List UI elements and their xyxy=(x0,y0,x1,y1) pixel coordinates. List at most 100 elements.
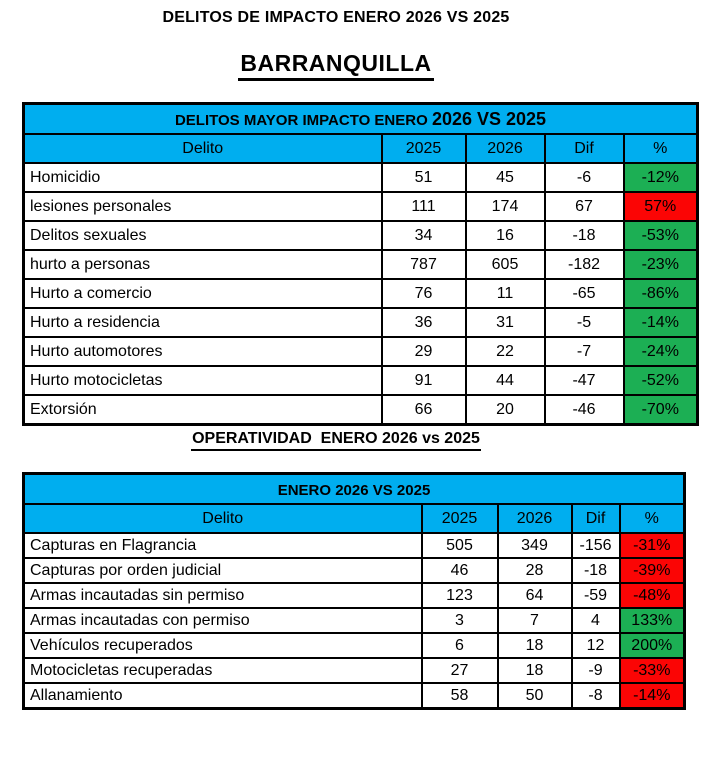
table-row: Hurto motocicletas 91 44 -47 -52% xyxy=(22,365,699,396)
value-2025-cell: 51 xyxy=(380,162,467,193)
pct-cell: -33% xyxy=(618,657,686,684)
column-header-pct: % xyxy=(622,133,699,164)
table-title-part1: DELITOS MAYOR IMPACTO ENERO xyxy=(174,111,432,129)
delito-cell: Extorsión xyxy=(22,394,383,426)
table-title-row: DELITOS MAYOR IMPACTO ENERO 2026 VS 2025 xyxy=(22,102,699,135)
table-row: Capturas en Flagrancia 505 349 -156 -31% xyxy=(22,532,686,559)
delito-cell: Homicidio xyxy=(22,162,383,193)
value-2026-cell: 28 xyxy=(496,557,573,584)
value-2026-cell: 349 xyxy=(496,532,573,559)
dif-cell: -18 xyxy=(543,220,625,251)
dif-cell: -7 xyxy=(543,336,625,367)
pct-cell: -86% xyxy=(622,278,699,309)
dif-cell: -156 xyxy=(570,532,621,559)
dif-cell: -6 xyxy=(543,162,625,193)
delitos-impacto-table: DELITOS MAYOR IMPACTO ENERO 2026 VS 2025… xyxy=(22,102,699,426)
dif-cell: -8 xyxy=(570,682,621,710)
column-header-2025: 2025 xyxy=(420,503,499,534)
table-row: Homicidio 51 45 -6 -12% xyxy=(22,162,699,193)
column-header-row: Delito 2025 2026 Dif % xyxy=(22,503,686,534)
pct-cell: -31% xyxy=(618,532,686,559)
value-2025-cell: 91 xyxy=(380,365,467,396)
delito-cell: hurto a personas xyxy=(22,249,383,280)
delito-cell: lesiones personales xyxy=(22,191,383,222)
value-2026-cell: 11 xyxy=(464,278,546,309)
table-row: Vehículos recuperados 6 18 12 200% xyxy=(22,632,686,659)
value-2025-cell: 6 xyxy=(420,632,499,659)
operatividad-table: ENERO 2026 VS 2025 Delito 2025 2026 Dif … xyxy=(22,472,687,710)
dif-cell: -9 xyxy=(570,657,621,684)
table-title-row: ENERO 2026 VS 2025 xyxy=(22,472,686,505)
value-2026-cell: 45 xyxy=(464,162,546,193)
table-row: Hurto automotores 29 22 -7 -24% xyxy=(22,336,699,367)
pct-cell: -14% xyxy=(622,307,699,338)
value-2025-cell: 29 xyxy=(380,336,467,367)
table-title: ENERO 2026 VS 2025 xyxy=(22,472,686,505)
value-2026-cell: 64 xyxy=(496,582,573,609)
delito-cell: Vehículos recuperados xyxy=(22,632,423,659)
value-2026-cell: 31 xyxy=(464,307,546,338)
section-title: OPERATIVIDAD ENERO 2026 vs 2025 xyxy=(0,430,672,451)
value-2026-cell: 22 xyxy=(464,336,546,367)
delitos-impacto-table-body: Homicidio 51 45 -6 -12% lesiones personales 11… xyxy=(22,162,699,426)
pct-cell: -70% xyxy=(622,394,699,426)
value-2025-cell: 76 xyxy=(380,278,467,309)
table-row: Hurto a residencia 36 31 -5 -14% xyxy=(22,307,699,338)
column-header-2025: 2025 xyxy=(380,133,467,164)
value-2026-cell: 7 xyxy=(496,607,573,634)
value-2025-cell: 46 xyxy=(420,557,499,584)
value-2025-cell: 3 xyxy=(420,607,499,634)
value-2025-cell: 787 xyxy=(380,249,467,280)
pct-cell: -12% xyxy=(622,162,699,193)
pct-cell: -39% xyxy=(618,557,686,584)
city-title-text: BARRANQUILLA xyxy=(238,50,434,81)
dif-cell: -18 xyxy=(570,557,621,584)
delito-cell: Hurto a comercio xyxy=(22,278,383,309)
delito-cell: Motocicletas recuperadas xyxy=(22,657,423,684)
value-2025-cell: 66 xyxy=(380,394,467,426)
value-2026-cell: 18 xyxy=(496,632,573,659)
value-2026-cell: 44 xyxy=(464,365,546,396)
dif-cell: 67 xyxy=(543,191,625,222)
table-row: Motocicletas recuperadas 27 18 -9 -33% xyxy=(22,657,686,684)
dif-cell: -5 xyxy=(543,307,625,338)
value-2025-cell: 27 xyxy=(420,657,499,684)
city-title: BARRANQUILLA xyxy=(0,50,672,81)
value-2026-cell: 174 xyxy=(464,191,546,222)
delito-cell: Hurto motocicletas xyxy=(22,365,383,396)
table-row: Armas incautadas con permiso 3 7 4 133% xyxy=(22,607,686,634)
delito-cell: Capturas en Flagrancia xyxy=(22,532,423,559)
table-row: Extorsión 66 20 -46 -70% xyxy=(22,394,699,426)
table-row: Allanamiento 58 50 -8 -14% xyxy=(22,682,686,710)
value-2026-cell: 18 xyxy=(496,657,573,684)
value-2025-cell: 58 xyxy=(420,682,499,710)
pct-cell: -48% xyxy=(618,582,686,609)
column-header-dif: Dif xyxy=(543,133,625,164)
dif-cell: -46 xyxy=(543,394,625,426)
pct-cell: 133% xyxy=(618,607,686,634)
column-header-delito: Delito xyxy=(22,133,383,164)
table-title-part1: ENERO 2026 VS 2025 xyxy=(277,481,431,499)
value-2026-cell: 20 xyxy=(464,394,546,426)
table-row: hurto a personas 787 605 -182 -23% xyxy=(22,249,699,280)
delito-cell: Armas incautadas con permiso xyxy=(22,607,423,634)
dif-cell: -47 xyxy=(543,365,625,396)
table-title: DELITOS MAYOR IMPACTO ENERO 2026 VS 2025 xyxy=(22,102,699,135)
section-title-text: OPERATIVIDAD ENERO 2026 vs 2025 xyxy=(191,430,481,451)
pct-cell: -52% xyxy=(622,365,699,396)
delito-cell: Delitos sexuales xyxy=(22,220,383,251)
page-title: DELITOS DE IMPACTO ENERO 2026 VS 2025 xyxy=(162,9,510,26)
table-row: Armas incautadas sin permiso 123 64 -59 -48% xyxy=(22,582,686,609)
table-row: lesiones personales 111 174 67 57% xyxy=(22,191,699,222)
pct-cell: -53% xyxy=(622,220,699,251)
value-2025-cell: 34 xyxy=(380,220,467,251)
column-header-dif: Dif xyxy=(570,503,621,534)
pct-cell: -14% xyxy=(618,682,686,710)
operatividad-table-body: Capturas en Flagrancia 505 349 -156 -31% Capt… xyxy=(22,532,686,710)
table-row: Hurto a comercio 76 11 -65 -86% xyxy=(22,278,699,309)
table-row: Capturas por orden judicial 46 28 -18 -39% xyxy=(22,557,686,584)
pct-cell: -24% xyxy=(622,336,699,367)
dif-cell: -65 xyxy=(543,278,625,309)
delito-cell: Armas incautadas sin permiso xyxy=(22,582,423,609)
pct-cell: 200% xyxy=(618,632,686,659)
